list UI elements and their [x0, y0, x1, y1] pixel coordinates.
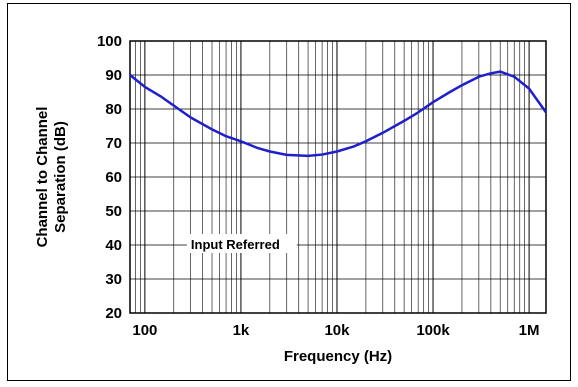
grid-major — [130, 40, 546, 314]
annotation-background — [186, 234, 297, 253]
plot-area — [129, 40, 547, 314]
y-tick-label: 50 — [105, 203, 122, 220]
y-tick-label: 40 — [105, 237, 122, 254]
y-axis-title-line: Channel to Channel — [34, 107, 51, 248]
y-tick-label: 70 — [105, 135, 122, 152]
x-tick-label: 1M — [519, 322, 540, 339]
y-tick-label: 90 — [105, 67, 122, 84]
x-tick-label: 100 — [132, 322, 157, 339]
y-tick-label: 60 — [105, 169, 122, 186]
chart-frame — [7, 3, 571, 381]
y-tick-label: 100 — [97, 33, 122, 50]
y-tick-label: 20 — [105, 305, 122, 322]
x-tick-label: 100k — [416, 322, 450, 339]
y-tick-labels: 20 30 40 50 60 70 80 90 100 — [97, 33, 122, 322]
x-tick-labels: 100 1k 10k 100k 1M — [132, 322, 539, 339]
series-line — [129, 70, 548, 158]
y-axis-title-line: Separation (dB) — [52, 121, 69, 233]
annotation-label: Input Referred — [191, 237, 280, 252]
x-tick-label: 1k — [233, 322, 250, 339]
annotation-layer: Input Referred — [186, 234, 297, 253]
y-tick-label: 30 — [105, 271, 122, 288]
x-tick-label: 10k — [324, 322, 350, 339]
y-axis-title: Channel to Channel Separation (dB) — [34, 107, 69, 248]
x-axis-title: Frequency (Hz) — [284, 348, 392, 365]
y-tick-label: 80 — [105, 101, 122, 118]
